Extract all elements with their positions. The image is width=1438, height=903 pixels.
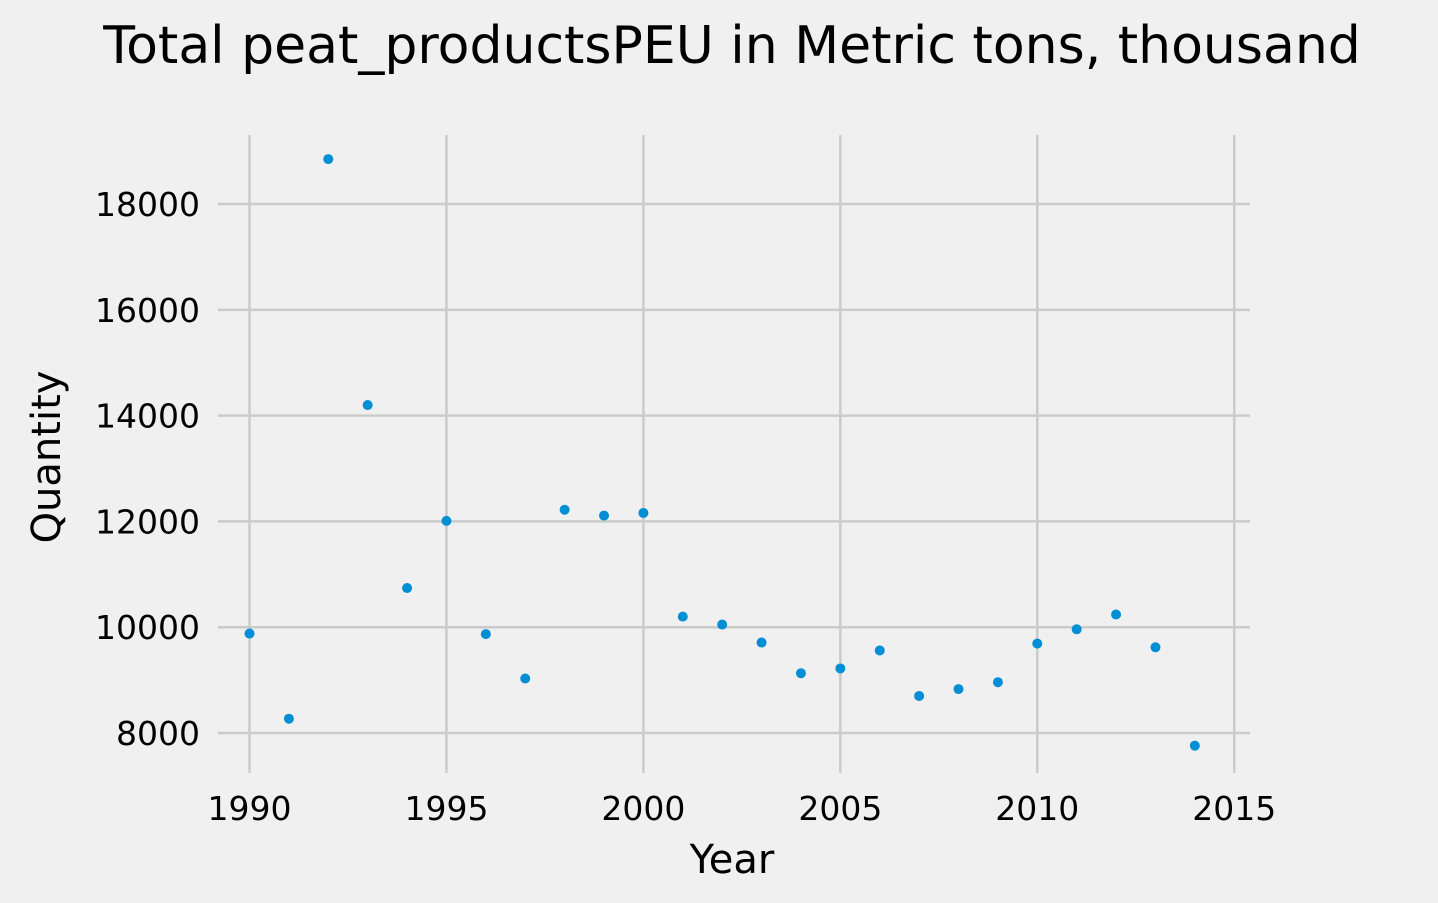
data-point: [1150, 642, 1161, 653]
y-tick-label: 14000: [95, 397, 200, 436]
data-point: [362, 400, 373, 411]
data-points: [244, 154, 1200, 751]
data-point: [559, 504, 570, 515]
grid: [218, 135, 1250, 773]
y-tick-label: 10000: [95, 608, 200, 647]
x-tick-label: 2000: [601, 789, 685, 828]
chart-title: Total peat_productsPEU in Metric tons, t…: [102, 16, 1361, 76]
data-point: [874, 645, 885, 656]
y-tick-label: 18000: [95, 185, 200, 224]
x-tick-label: 2015: [1192, 789, 1276, 828]
data-point: [717, 619, 728, 630]
data-point: [953, 684, 964, 695]
data-point: [283, 713, 294, 724]
x-tick-label: 1990: [208, 789, 292, 828]
x-axis-label: Year: [689, 837, 775, 883]
data-point: [914, 690, 925, 701]
x-tick-label: 2010: [995, 789, 1079, 828]
data-point: [1111, 609, 1122, 620]
y-tick-label: 8000: [116, 714, 200, 753]
y-axis-label: Quantity: [24, 371, 70, 544]
data-point: [1189, 740, 1200, 751]
data-point: [1032, 638, 1043, 649]
data-point: [480, 629, 491, 640]
data-point: [756, 637, 767, 648]
axis-ticks: 1990 1995 2000 2005 2010 2015 8000 10000 12000 14…: [95, 185, 1276, 828]
data-point: [441, 515, 452, 526]
y-tick-label: 16000: [95, 291, 200, 330]
data-point: [1071, 624, 1082, 635]
data-point: [638, 507, 649, 518]
data-point: [835, 663, 846, 674]
data-point: [795, 668, 806, 679]
y-tick-label: 12000: [95, 502, 200, 541]
data-point: [244, 628, 255, 639]
data-point: [520, 673, 531, 684]
x-tick-label: 2005: [798, 789, 882, 828]
data-point: [402, 583, 413, 594]
x-tick-label: 1995: [404, 789, 488, 828]
data-point: [599, 510, 610, 521]
data-point: [992, 677, 1003, 688]
data-point: [323, 154, 334, 165]
data-point: [677, 611, 688, 622]
